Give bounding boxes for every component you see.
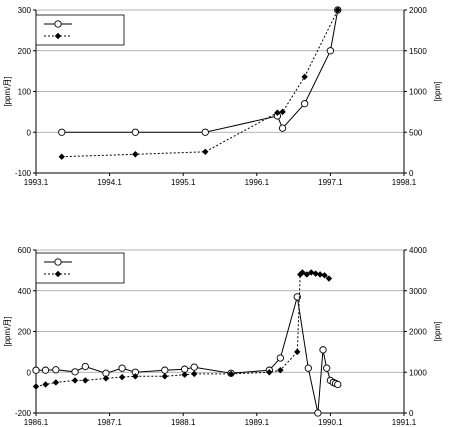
y-tick-label-left: 200 [18, 47, 32, 56]
data-point-diamond [118, 373, 126, 381]
y-tick-label-right: 3000 [409, 287, 427, 296]
data-point-diamond [227, 370, 235, 378]
x-tick-label: 1994.1 [97, 178, 122, 187]
data-point-diamond [161, 373, 168, 380]
data-point-diamond [303, 271, 311, 278]
x-tick-label: 1991.1 [392, 418, 417, 427]
y-tick-label-left: 0 [27, 128, 32, 137]
x-tick-label: 1988.1 [171, 418, 196, 427]
y-axis-label-left: [ppm/月] [3, 76, 12, 106]
data-point-diamond [58, 153, 65, 160]
data-point-diamond [325, 275, 333, 282]
data-point-circle [131, 128, 140, 136]
legend [35, 252, 125, 284]
legend-marker-circle [54, 258, 62, 266]
y-tick-label-right: 2000 [409, 6, 427, 15]
y-tick-label-left: 300 [18, 6, 32, 15]
data-point-circle [326, 47, 335, 55]
data-point-circle [71, 368, 79, 376]
data-point-diamond [312, 270, 319, 277]
legend-marker-diamond [54, 270, 62, 278]
data-point-circle [32, 366, 40, 374]
x-tick-label: 1997.1 [318, 178, 343, 187]
x-tick-label: 1996.1 [245, 178, 270, 187]
data-point-circle [319, 346, 327, 354]
y-tick-label-left: 100 [18, 88, 32, 97]
data-point-circle [58, 128, 66, 136]
data-point-diamond [42, 381, 49, 388]
y-axis-label-right: [ppm] [433, 81, 442, 101]
x-tick-label: 1989.1 [245, 418, 270, 427]
data-point-diamond [294, 348, 301, 356]
chart-panel-1: -100 0 100 200 300 0 500 1000 1500 2000 1993.1 1994… [3, 6, 442, 187]
x-tick-label: 1986.1 [24, 418, 49, 427]
x-tick-label: 1993.1 [24, 178, 49, 187]
data-point-diamond [321, 272, 328, 279]
legend-marker-diamond [54, 32, 62, 40]
data-point-circle [300, 100, 309, 108]
data-point-diamond [266, 369, 273, 376]
y-tick-label-left: 0 [27, 368, 32, 377]
x-tick-label: 1987.1 [97, 418, 122, 427]
data-point-circle [81, 362, 89, 371]
legend-box [35, 252, 125, 284]
data-point-diamond [301, 73, 308, 81]
y-tick-label-left: 200 [18, 328, 32, 337]
data-point-circle [201, 128, 209, 136]
y-tick-label-right: 1000 [409, 88, 427, 97]
y-tick-label-left: 600 [18, 246, 32, 255]
data-point-circle [293, 293, 301, 301]
data-point-circle [304, 364, 312, 372]
data-point-diamond [181, 371, 188, 378]
y-tick-label-right: 4000 [409, 246, 427, 255]
data-point-circle [118, 364, 126, 372]
y-tick-label-right: 0 [409, 409, 414, 418]
series-line-1 [61, 9, 339, 133]
data-point-diamond [71, 377, 79, 384]
data-point-diamond [102, 375, 110, 382]
data-point-diamond [191, 370, 198, 378]
data-point-circle [276, 354, 285, 362]
chart-panel-2: -200 0 200 400 600 0 1000 2000 3000 4000 1986.1 198… [3, 246, 442, 427]
data-point-diamond [279, 108, 286, 116]
data-point-circle [190, 363, 198, 371]
legend-marker-circle [54, 20, 62, 28]
x-tick-label: 1990.1 [318, 418, 343, 427]
data-point-diamond [334, 6, 341, 14]
legend-box [35, 14, 125, 46]
data-point-circle [181, 365, 189, 373]
data-point-diamond [52, 379, 60, 386]
y-axis-label-right: [ppm] [433, 321, 442, 341]
y-tick-label-left: -100 [15, 169, 32, 178]
data-point-circle [161, 366, 169, 374]
y-tick-label-right: 0 [409, 169, 414, 178]
data-point-diamond [32, 383, 40, 390]
data-point-diamond [316, 271, 324, 278]
data-point-diamond [132, 151, 139, 158]
data-point-circle [278, 124, 287, 132]
y-axis-label-left: [ppm/月] [3, 316, 12, 346]
y-tick-label-right: 2000 [409, 328, 427, 337]
data-point-circle [41, 366, 50, 374]
data-point-diamond [132, 373, 139, 380]
data-point-diamond [202, 148, 209, 156]
data-point-circle [323, 364, 331, 372]
legend [35, 14, 125, 46]
y-tick-label-left: -200 [15, 409, 32, 418]
y-tick-label-left: 400 [18, 287, 32, 296]
y-tick-label-right: 1000 [409, 368, 427, 377]
data-point-diamond [277, 367, 284, 374]
y-tick-label-right: 500 [409, 128, 423, 137]
data-point-circle [334, 380, 342, 389]
data-point-diamond [274, 109, 281, 116]
data-point-diamond [299, 269, 306, 276]
data-point-circle [52, 366, 60, 374]
y-tick-label-right: 1500 [409, 47, 427, 56]
data-point-circle [314, 409, 322, 417]
x-tick-label: 1995.1 [171, 178, 196, 187]
x-tick-label: 1998.1 [392, 178, 417, 187]
data-point-diamond [82, 377, 89, 384]
series-line-1 [36, 296, 339, 414]
